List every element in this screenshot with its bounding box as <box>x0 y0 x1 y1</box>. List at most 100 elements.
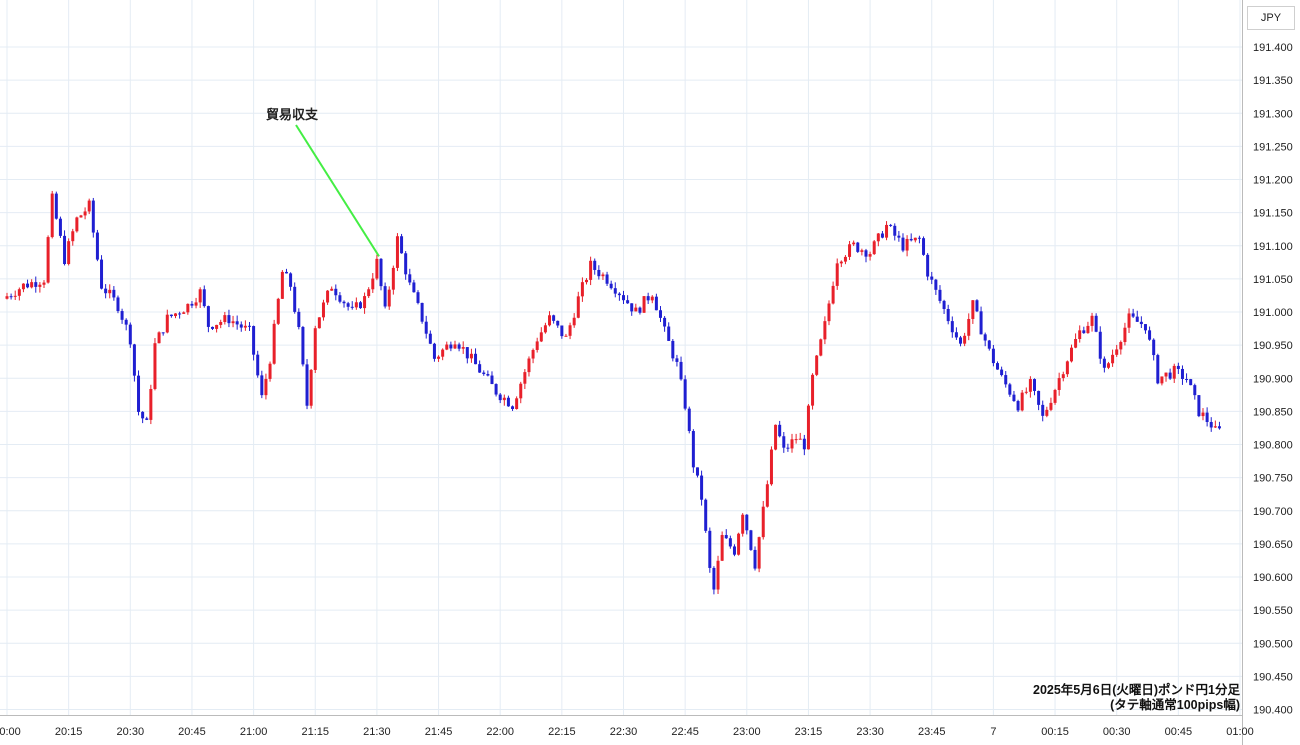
candle-up <box>790 439 794 449</box>
candle-down <box>457 344 461 349</box>
candle-up <box>1053 389 1057 403</box>
candle-down <box>782 436 786 448</box>
candle-up <box>108 289 112 294</box>
candle-down <box>211 326 214 329</box>
candle-up <box>523 372 527 384</box>
candle-down <box>297 311 301 328</box>
candle-down <box>778 424 782 437</box>
candle-up <box>967 318 971 336</box>
candle-up <box>264 378 268 396</box>
caption-subtitle: (タテ軸通常100pips幅) <box>1110 698 1240 712</box>
candle-up <box>1172 365 1176 379</box>
candle-up <box>153 343 157 389</box>
candle-down <box>675 358 679 362</box>
candle-up <box>268 363 272 379</box>
candle-up <box>317 317 321 329</box>
candle-up <box>1020 392 1024 411</box>
currency-label[interactable]: JPY <box>1247 6 1295 30</box>
candle-down <box>301 327 305 365</box>
candle-up <box>860 250 864 252</box>
candle-down <box>745 514 749 531</box>
candle-down <box>926 254 930 277</box>
candle-down <box>942 300 946 309</box>
candle-down <box>732 546 736 555</box>
candle-up <box>321 302 325 318</box>
candle-down <box>346 303 350 307</box>
x-tick-label: 20:45 <box>178 726 206 738</box>
candle-down <box>428 333 432 344</box>
candle-up <box>564 335 568 337</box>
candle-down <box>889 224 893 226</box>
candle-down <box>206 306 210 327</box>
candle-up <box>219 321 223 325</box>
candle-down <box>498 394 502 401</box>
x-tick-label: 20:15 <box>55 726 83 738</box>
y-tick-label: 191.150 <box>1253 208 1293 220</box>
candle-down <box>247 325 251 327</box>
candle-down <box>626 300 630 304</box>
candle-down <box>478 364 482 373</box>
candle-up <box>1024 391 1028 393</box>
candle-up <box>437 356 441 359</box>
candle-up <box>741 514 745 534</box>
candle-down <box>404 253 408 275</box>
candle-up <box>1115 349 1119 355</box>
candle-down <box>1008 384 1012 395</box>
candle-down <box>552 315 556 321</box>
y-tick-label: 190.750 <box>1253 473 1293 485</box>
candle-down <box>622 295 625 301</box>
candle-down <box>161 332 165 334</box>
candle-down <box>991 348 995 364</box>
y-tick-label: 190.600 <box>1253 572 1293 584</box>
candle-down <box>663 317 667 327</box>
candle-up <box>395 236 399 268</box>
candle-up <box>642 296 646 313</box>
candle-up <box>1164 372 1168 377</box>
candle-down <box>695 467 699 476</box>
candle-down <box>1098 331 1102 359</box>
candle-down <box>1041 404 1045 416</box>
candle-down <box>1000 369 1004 376</box>
candle-up <box>280 271 284 299</box>
candle-up <box>843 256 847 262</box>
y-tick-label: 190.800 <box>1253 440 1293 452</box>
candle-up <box>835 263 839 286</box>
candle-up <box>1078 330 1082 339</box>
candle-up <box>737 533 741 555</box>
x-tick-label: 00:15 <box>1041 726 1069 738</box>
x-tick-label: 21:15 <box>301 726 329 738</box>
candle-down <box>909 238 913 241</box>
candle-down <box>260 375 264 396</box>
candle-up <box>568 325 572 336</box>
candle-up <box>157 332 161 344</box>
candle-up <box>1201 412 1205 417</box>
candle-up <box>46 237 50 283</box>
candle-down <box>922 238 926 255</box>
candle-down <box>26 283 30 288</box>
candle-down <box>63 235 67 265</box>
x-tick-label: 01:00 <box>1226 726 1254 738</box>
candle-down <box>1156 355 1160 384</box>
candle-down <box>120 311 124 320</box>
candle-up <box>527 358 531 373</box>
y-tick-label: 190.700 <box>1253 506 1293 518</box>
candle-up <box>391 267 395 290</box>
candle-down <box>560 325 564 337</box>
candle-up <box>794 439 798 441</box>
candle-down <box>34 282 38 287</box>
candle-down <box>975 300 979 312</box>
candle-down <box>104 288 108 294</box>
candle-up <box>371 278 375 290</box>
candle-down <box>700 475 704 500</box>
candle-up <box>441 349 445 357</box>
candle-down <box>679 361 683 380</box>
candle-up <box>75 217 79 232</box>
candle-up <box>601 274 605 277</box>
candle-up <box>585 279 589 283</box>
candle-up <box>194 302 198 306</box>
candle-down <box>289 273 293 287</box>
candle-down <box>342 301 346 304</box>
candle-down <box>609 283 613 289</box>
candle-down <box>141 411 145 419</box>
candle-up <box>1090 315 1094 326</box>
